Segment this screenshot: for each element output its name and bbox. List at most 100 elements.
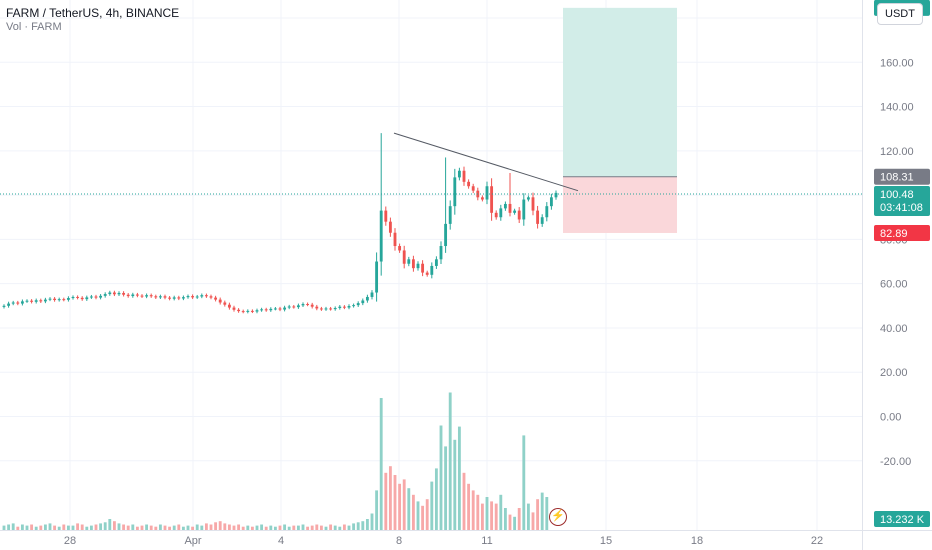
volume-bar <box>168 526 172 530</box>
candle-body <box>25 300 29 302</box>
candle-body <box>393 232 397 247</box>
volume-bar <box>292 525 296 530</box>
volume-bar <box>195 524 199 530</box>
candle-body <box>517 210 521 220</box>
volume-bar <box>379 398 383 530</box>
volume-bar <box>398 483 402 530</box>
volume-bar <box>370 513 374 530</box>
volume-bar <box>453 439 457 530</box>
volume-bar <box>365 519 369 530</box>
candle-body <box>168 297 172 299</box>
candle-body <box>195 296 199 298</box>
candle-body <box>2 305 6 307</box>
candle-body <box>30 300 34 302</box>
candle-body <box>177 297 181 299</box>
volume-bar <box>526 503 530 530</box>
candle-body <box>7 303 11 306</box>
volume-bar <box>200 525 204 530</box>
candle-body <box>526 197 530 200</box>
volume-bar <box>356 522 360 530</box>
volume-bar <box>39 525 43 530</box>
candle-body <box>255 310 259 312</box>
candle-body <box>126 294 130 297</box>
volume-bar <box>209 524 213 530</box>
trendline <box>393 132 579 192</box>
volume-bar <box>494 503 498 530</box>
candle-body <box>462 170 466 182</box>
candle-body <box>62 299 66 301</box>
candle-body <box>333 308 337 310</box>
candle-body <box>232 307 236 310</box>
volume-bar <box>16 526 20 530</box>
volume-bar <box>531 512 535 530</box>
candle-body <box>352 305 356 307</box>
volume-bar <box>499 494 503 530</box>
candle-body <box>108 292 112 295</box>
volume-bar <box>411 494 415 530</box>
volume-bar <box>255 525 259 530</box>
y-tick-label: 140.00 <box>880 102 914 114</box>
volume-bar <box>163 525 167 530</box>
candle-body <box>402 250 406 264</box>
volume-bar <box>306 526 310 530</box>
volume-bar <box>324 526 328 530</box>
candle-body <box>439 246 443 260</box>
candle-body <box>319 308 323 310</box>
volume-bar <box>71 525 75 530</box>
volume-bar <box>131 524 135 530</box>
volume-bar <box>145 524 149 530</box>
volume-bar <box>393 475 397 530</box>
volume-bar <box>278 525 282 530</box>
volume-bar <box>545 497 549 530</box>
currency-button[interactable]: USDT <box>877 3 923 25</box>
candle-body <box>145 295 149 297</box>
volume-bar <box>80 524 84 530</box>
candle-body <box>186 296 190 298</box>
candle-body <box>283 307 287 310</box>
candle-body <box>260 309 264 311</box>
candle-body <box>278 308 282 310</box>
volume-bar <box>283 524 287 530</box>
candle-body <box>89 296 93 298</box>
lightning-icon[interactable]: ⚡ <box>549 508 567 526</box>
candle-body <box>94 296 98 298</box>
volume-bar <box>103 522 107 530</box>
candle-body <box>425 272 429 275</box>
candle-body <box>453 177 457 207</box>
y-tick-label: 60.00 <box>880 279 908 291</box>
candle-body <box>117 292 121 295</box>
candle-body <box>457 170 461 178</box>
volume-bar <box>439 425 443 530</box>
volume-bar <box>457 426 461 530</box>
candle-body <box>48 298 52 300</box>
volume-bar <box>296 525 300 530</box>
candle-body <box>43 299 47 302</box>
volume-bar <box>315 524 319 530</box>
volume-bar <box>7 524 11 530</box>
candle-body <box>80 297 84 300</box>
volume-bar <box>76 523 80 530</box>
volume-bar <box>20 524 24 530</box>
volume-bar <box>25 525 29 530</box>
x-tick-label: 11 <box>481 535 492 547</box>
candle-body <box>181 297 185 299</box>
candle-body <box>99 295 103 298</box>
candle-body <box>85 297 89 300</box>
volume-bar <box>57 526 61 530</box>
volume-bar <box>135 526 139 530</box>
volume-bar <box>333 525 337 530</box>
volume-bar <box>227 524 231 530</box>
candle-body <box>172 297 176 299</box>
volume-bar <box>154 526 158 530</box>
stop-price-label: 82.89 <box>880 228 908 240</box>
volume-bar <box>43 524 47 530</box>
candle-body <box>536 210 540 224</box>
current-price-label: 100.48 <box>880 189 914 201</box>
candle-body <box>154 296 158 298</box>
volume-bar <box>260 524 264 530</box>
volume-bar <box>108 519 112 530</box>
candle-body <box>296 305 300 308</box>
candle-body <box>57 299 61 301</box>
volume-bar <box>48 523 52 530</box>
